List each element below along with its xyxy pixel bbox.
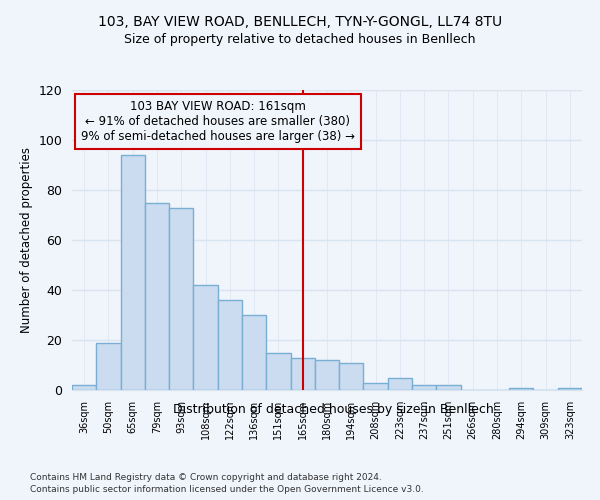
Bar: [436, 385, 461, 390]
Bar: [145, 202, 169, 390]
Bar: [218, 300, 242, 390]
Bar: [290, 358, 315, 390]
Bar: [169, 208, 193, 390]
Bar: [72, 385, 96, 390]
Bar: [339, 362, 364, 390]
Bar: [242, 315, 266, 390]
Bar: [266, 352, 290, 390]
Bar: [315, 360, 339, 390]
Bar: [96, 342, 121, 390]
Text: 103, BAY VIEW ROAD, BENLLECH, TYN-Y-GONGL, LL74 8TU: 103, BAY VIEW ROAD, BENLLECH, TYN-Y-GONG…: [98, 15, 502, 29]
Bar: [121, 155, 145, 390]
Bar: [412, 385, 436, 390]
Y-axis label: Number of detached properties: Number of detached properties: [20, 147, 33, 333]
Bar: [558, 388, 582, 390]
Text: Distribution of detached houses by size in Benllech: Distribution of detached houses by size …: [173, 402, 493, 415]
Text: 103 BAY VIEW ROAD: 161sqm
← 91% of detached houses are smaller (380)
9% of semi-: 103 BAY VIEW ROAD: 161sqm ← 91% of detac…: [81, 100, 355, 143]
Text: Contains HM Land Registry data © Crown copyright and database right 2024.: Contains HM Land Registry data © Crown c…: [30, 472, 382, 482]
Bar: [388, 378, 412, 390]
Bar: [364, 382, 388, 390]
Text: Size of property relative to detached houses in Benllech: Size of property relative to detached ho…: [124, 32, 476, 46]
Bar: [193, 285, 218, 390]
Bar: [509, 388, 533, 390]
Text: Contains public sector information licensed under the Open Government Licence v3: Contains public sector information licen…: [30, 485, 424, 494]
